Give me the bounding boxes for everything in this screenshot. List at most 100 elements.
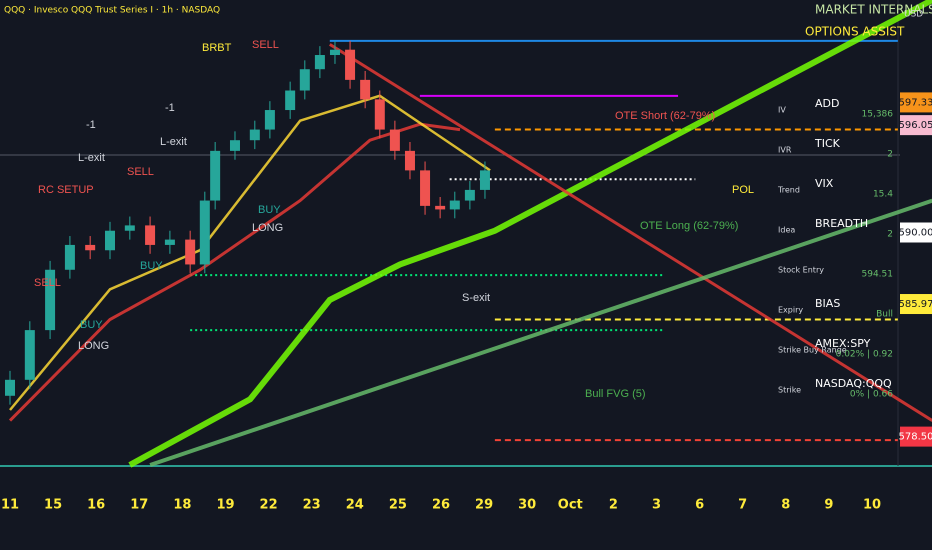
table-label: Strike — [778, 386, 801, 395]
candle-body — [164, 239, 175, 245]
table-name: AMEX:SPY — [815, 337, 871, 350]
table-name: NASDAQ:QQQ — [815, 377, 892, 390]
overlay-line — [9, 94, 491, 411]
candle-body — [329, 49, 340, 56]
table-name: TICK — [814, 137, 841, 150]
x-tick-label: 24 — [346, 498, 364, 513]
annotation: RC SETUP — [38, 184, 94, 196]
table-label: Trend — [777, 186, 800, 195]
price-tag-label: 578.50 — [899, 432, 932, 443]
x-tick-label: Oct — [558, 498, 583, 513]
candle-body — [249, 129, 260, 141]
table-value: 0% | 0.66 — [850, 390, 893, 400]
x-tick-label: 8 — [781, 498, 790, 513]
annotation: BUY — [80, 319, 103, 331]
candle-body — [85, 244, 96, 251]
annotation: BRBT — [202, 42, 232, 54]
candle-body — [435, 205, 446, 210]
table-label: IV — [778, 106, 786, 115]
x-tick-label: 29 — [475, 498, 493, 513]
annotation: LONG — [78, 340, 109, 352]
x-tick-label: 3 — [652, 498, 661, 513]
table-title: MARKET INTERNALS — [815, 3, 932, 17]
candle-body — [45, 269, 56, 331]
x-tick-label: 10 — [863, 498, 881, 513]
table-value: 0.02% | 0.92 — [836, 350, 893, 360]
x-tick-label: 17 — [130, 498, 148, 513]
candle-body — [285, 90, 296, 111]
candle-body — [389, 129, 400, 151]
table-name: VIX — [815, 177, 834, 190]
table-name: ADD — [815, 97, 839, 110]
overlay-line — [149, 198, 932, 467]
candle-body — [374, 99, 385, 130]
candle-body — [199, 200, 210, 265]
candle-body — [185, 239, 196, 265]
annotation: Bull FVG (5) — [585, 388, 646, 400]
candle-body — [24, 330, 35, 380]
table-label: IVR — [778, 146, 792, 155]
annotation: -1 — [86, 119, 96, 131]
annotation: OTE Short (62-79%) — [615, 110, 715, 122]
price-tag — [900, 115, 932, 136]
x-tick-label: 23 — [303, 498, 321, 513]
candle-body — [345, 49, 356, 80]
plot — [5, 0, 932, 468]
annotation: LONG — [252, 222, 283, 234]
candle-body — [5, 379, 15, 396]
annotation: SELL — [127, 166, 154, 178]
candle-body — [124, 225, 135, 231]
table-label: Strike Buy Range — [778, 346, 847, 355]
x-tick-label: 16 — [87, 498, 105, 513]
candle-body — [145, 225, 156, 245]
currency: USD — [904, 10, 923, 20]
x-tick-label: 18 — [173, 498, 191, 513]
x-tick-label: 2 — [609, 498, 618, 513]
price-tag — [900, 92, 932, 113]
x-tick-label: 6 — [695, 498, 704, 513]
annotation: POL — [732, 184, 754, 196]
table-value: 15.4 — [873, 190, 893, 200]
candle-body — [314, 55, 325, 70]
annotation: SELL — [252, 39, 279, 51]
candle-body — [64, 244, 75, 270]
table-name: BREADTH — [815, 217, 868, 230]
price-tag-label: 590.00 — [899, 228, 932, 239]
chart-title: QQQ · Invesco QQQ Trust Series I · 1h · … — [4, 6, 220, 16]
annotations: SELL SELL SELL BUY BUY LONG LONG L-exit … — [34, 39, 754, 400]
annotation: S-exit — [462, 292, 490, 304]
table-label: Expiry — [778, 306, 803, 315]
table-value: 2 — [887, 230, 893, 240]
x-tick-label: 9 — [824, 498, 833, 513]
internals-table: MARKET INTERNALS OPTIONS ASSIST IV ADD 15,… — [777, 3, 932, 400]
price-tag — [900, 426, 932, 447]
price-tag-label: 597.33 — [899, 97, 932, 108]
overlay-line — [329, 43, 932, 422]
x-tick-label: 15 — [44, 498, 62, 513]
x-tick-label: 30 — [518, 498, 536, 513]
table-value: Bull — [876, 310, 893, 320]
price-tag-label: 585.97 — [899, 299, 932, 310]
annotation: -1 — [165, 102, 175, 114]
x-tick-label: 26 — [432, 498, 450, 513]
table-value: 594.51 — [862, 270, 894, 280]
candle-body — [464, 189, 475, 201]
table-value: 15,386 — [862, 110, 894, 120]
price-tag — [900, 294, 932, 315]
annotation: BUY — [140, 260, 163, 272]
table-value: 2 — [887, 150, 893, 160]
annotation: L-exit — [78, 152, 105, 164]
annotation: BUY — [258, 204, 281, 216]
candle-body — [479, 170, 490, 190]
candle-body — [360, 79, 371, 100]
candle-body — [210, 150, 221, 201]
candle-body — [299, 69, 310, 91]
table-name: BIAS — [815, 297, 840, 310]
price-tag — [900, 222, 932, 243]
candle-body — [264, 110, 275, 130]
x-tick-label: 25 — [389, 498, 407, 513]
annotation: L-exit — [160, 136, 187, 148]
candle-body — [229, 140, 240, 151]
candle-body — [404, 150, 415, 171]
